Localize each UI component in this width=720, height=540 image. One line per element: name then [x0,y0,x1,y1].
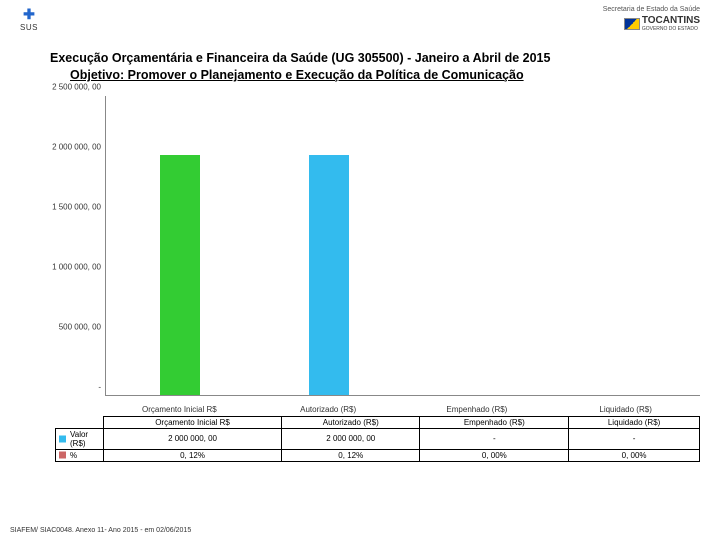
plus-icon: ✚ [23,6,35,23]
category-label: Empenhado (R$) [446,405,507,414]
title-block: Execução Orçamentária e Financeira da Sa… [0,42,720,88]
col-header: Liquidado (R$) [569,416,700,428]
cell: 2 000 000, 00 [104,428,282,449]
swatch-valor [59,435,66,442]
table-row-percent: % 0, 12% 0, 12% 0, 00% 0, 00% [56,449,700,461]
flag-icon [624,18,640,30]
bar-orc [160,155,200,395]
y-tick-label: 1 500 000, 00 [52,202,101,211]
title-line-2: Objetivo: Promover o Planejamento e Exec… [50,67,690,84]
category-label: Autorizado (R$) [300,405,356,414]
brand-sub: GOVERNO DO ESTADO [642,26,700,32]
logo-tocantins: Secretaria de Estado da Saúde TOCANTINS … [603,6,700,32]
cell: 0, 00% [420,449,569,461]
brand-name: TOCANTINS [642,15,700,26]
cell: 0, 12% [104,449,282,461]
y-tick-label: 2 000 000, 00 [52,142,101,151]
col-header: Autorizado (R$) [282,416,420,428]
y-axis: - 500 000, 00 1 000 000, 00 1 500 000, 00 2 … [55,96,105,396]
swatch-percent [59,452,66,459]
row-header-percent: % [56,449,104,461]
plot-area [105,96,700,396]
category-labels: Orçamento Inicial R$ Autorizado (R$) Empen… [105,396,700,416]
logo-sus: ✚ SUS [20,6,38,32]
data-table: Orçamento Inicial R$ Autorizado (R$) Emp… [55,416,700,462]
category-label: Liquidado (R$) [599,405,651,414]
cell: 0, 00% [569,449,700,461]
title-line-1: Execução Orçamentária e Financeira da Sa… [50,50,690,67]
sus-label: SUS [20,23,38,32]
header: ✚ SUS Secretaria de Estado da Saúde TOCA… [0,0,720,42]
y-tick-label: 500 000, 00 [59,322,101,331]
y-tick-label: 2 500 000, 00 [52,82,101,91]
bar-aut [309,155,349,395]
cell: 0, 12% [282,449,420,461]
y-tick-label: - [98,382,101,391]
category-label: Orçamento Inicial R$ [142,405,217,414]
cell: - [569,428,700,449]
table-row-valor: Valor (R$) 2 000 000, 00 2 000 000, 00 -… [56,428,700,449]
cell: 2 000 000, 00 [282,428,420,449]
header-caption: Secretaria de Estado da Saúde [603,6,700,13]
chart: - 500 000, 00 1 000 000, 00 1 500 000, 00 2 … [55,96,700,416]
table-header-row: Orçamento Inicial R$ Autorizado (R$) Emp… [56,416,700,428]
row-header-valor: Valor (R$) [56,428,104,449]
col-header: Orçamento Inicial R$ [104,416,282,428]
col-header: Empenhado (R$) [420,416,569,428]
footer-note: SIAFEM/ SIAC0048. Anexo 11- Ano 2015 - e… [10,527,191,534]
y-tick-label: 1 000 000, 00 [52,262,101,271]
cell: - [420,428,569,449]
